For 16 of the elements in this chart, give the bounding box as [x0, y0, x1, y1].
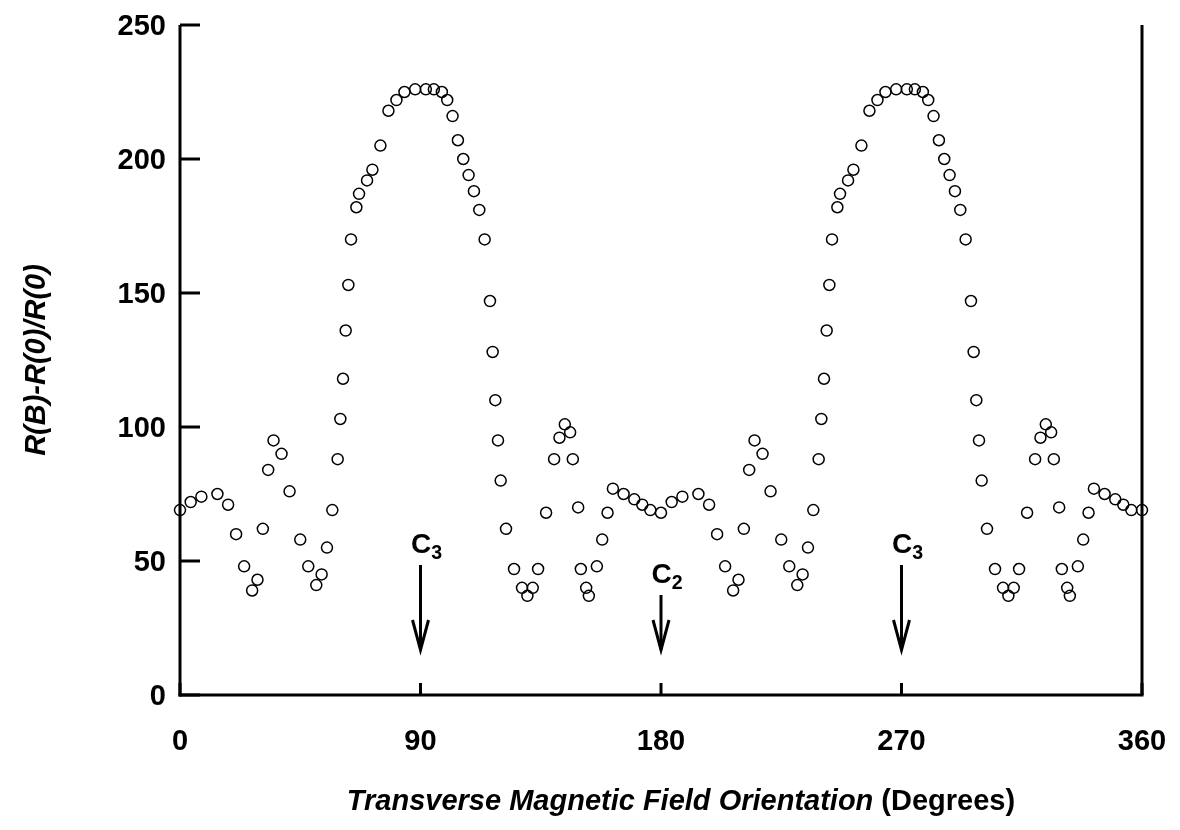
- y-tick-label: 150: [117, 277, 166, 309]
- annotation: C$_{3}$: [891, 528, 924, 563]
- y-tick-label: 250: [117, 9, 166, 41]
- y-tick-label: 50: [133, 545, 166, 577]
- annotation: C$_{2}$: [651, 558, 683, 593]
- y-tick-label: 100: [117, 411, 166, 443]
- x-tick-label: 0: [171, 724, 189, 756]
- y-axis-title: R(B)-R(0)/R(0): [19, 264, 51, 456]
- y-tick-label: 200: [117, 143, 166, 175]
- x-tick-label: 360: [1117, 724, 1167, 756]
- x-tick-label: 180: [636, 724, 686, 756]
- y-tick-label: 0: [149, 679, 166, 711]
- x-tick-label: 90: [404, 724, 437, 756]
- annotation: C$_{3}$: [410, 528, 443, 563]
- x-axis-title: Transverse Magnetic Field Orientation (Degrees): [346, 784, 1016, 816]
- x-tick-label: 270: [877, 724, 926, 756]
